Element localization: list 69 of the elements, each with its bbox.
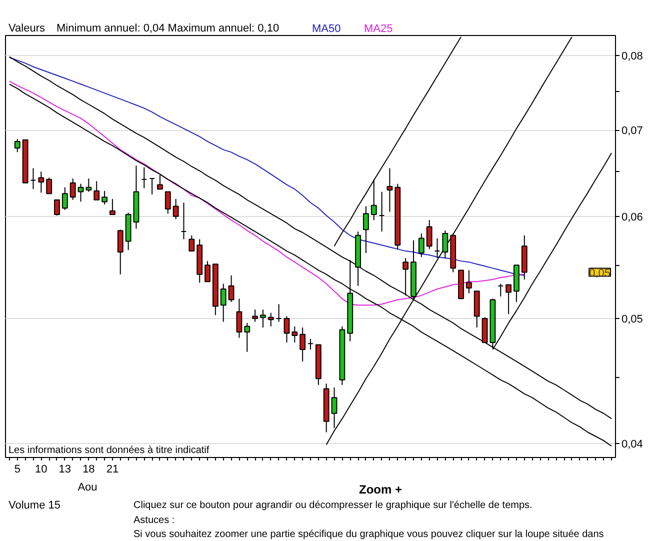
x-tick-label: 10 [35, 464, 48, 476]
candlestick [46, 177, 52, 194]
candlestick [157, 174, 163, 190]
candlestick [426, 220, 432, 250]
candlestick [284, 316, 290, 343]
candlestick [236, 298, 242, 338]
line-series [8, 80, 525, 306]
line-series [8, 57, 525, 276]
candlestick [506, 284, 512, 314]
candlestick [228, 274, 234, 302]
x-tick-label: 5 [14, 464, 20, 476]
text: Volume 15 [8, 500, 60, 512]
candlestick [172, 198, 179, 220]
candlestick [141, 166, 148, 189]
candlestick [117, 229, 124, 275]
candlestick [276, 304, 282, 322]
y-tick-label: 0,07 [622, 125, 643, 138]
y-tick-label: 0,05 [622, 313, 643, 326]
candlestick [188, 234, 195, 252]
candlestick [370, 178, 377, 221]
x-tick-label: 13 [58, 464, 72, 476]
candlestick [78, 183, 84, 202]
text: Astuces : [134, 515, 175, 526]
candlestick [308, 338, 314, 350]
y-tick-label: 0,08 [622, 50, 643, 62]
candlestick [418, 232, 424, 258]
text: Cliquez sur ce bouton pour agrandir ou décompresser le graphique sur l'échelle de temps. [134, 500, 532, 511]
x-tick-label: 18 [82, 464, 95, 476]
y-tick-label: 0,04 [622, 438, 643, 450]
candlestick [86, 178, 92, 192]
candlestick [38, 171, 44, 194]
candlestick [62, 186, 68, 210]
candlestick [70, 178, 76, 200]
candlestick [180, 202, 187, 240]
candlestick [94, 180, 100, 200]
candlestick [30, 168, 36, 190]
candlestick [220, 283, 226, 322]
candlestick [434, 238, 440, 259]
candlestick [292, 326, 298, 343]
chart-subtitle: Minimum annuel: 0,04 Maximum annuel: 0,10 [56, 22, 280, 34]
candlestick [14, 138, 20, 153]
candlestick [331, 386, 338, 429]
candlestick [378, 191, 385, 232]
text: MA25 [364, 23, 393, 35]
candlestick [204, 260, 210, 282]
candlestick [363, 206, 369, 254]
text: Zoom + [359, 482, 402, 496]
candlestick [386, 168, 393, 212]
candlestick [102, 190, 108, 205]
legend-title: Valeurs [8, 22, 46, 34]
candlestick [466, 270, 472, 294]
candlestick [54, 199, 60, 216]
text: Aou [78, 482, 98, 494]
candlestick [498, 283, 504, 298]
candlestick [252, 309, 258, 322]
x-tick-label: 21 [106, 464, 119, 476]
text: Si vous souhaitez zoomer une partie spécifique du graphique vous pouvez cliquer sur la loupe située dans [134, 529, 604, 540]
candlestick [402, 258, 409, 296]
annotation: Les informations sont données à titre indicatif [8, 445, 210, 456]
candlestick [442, 230, 448, 259]
candlestick [244, 322, 250, 352]
candlestick [109, 198, 116, 216]
candlestick [268, 312, 274, 327]
y-tick-label: 0,06 [622, 211, 643, 224]
candlestick [300, 326, 306, 362]
candlestick [164, 191, 171, 214]
candlestick [149, 178, 156, 195]
candlestick [260, 309, 266, 328]
text: MA50 [312, 23, 341, 35]
